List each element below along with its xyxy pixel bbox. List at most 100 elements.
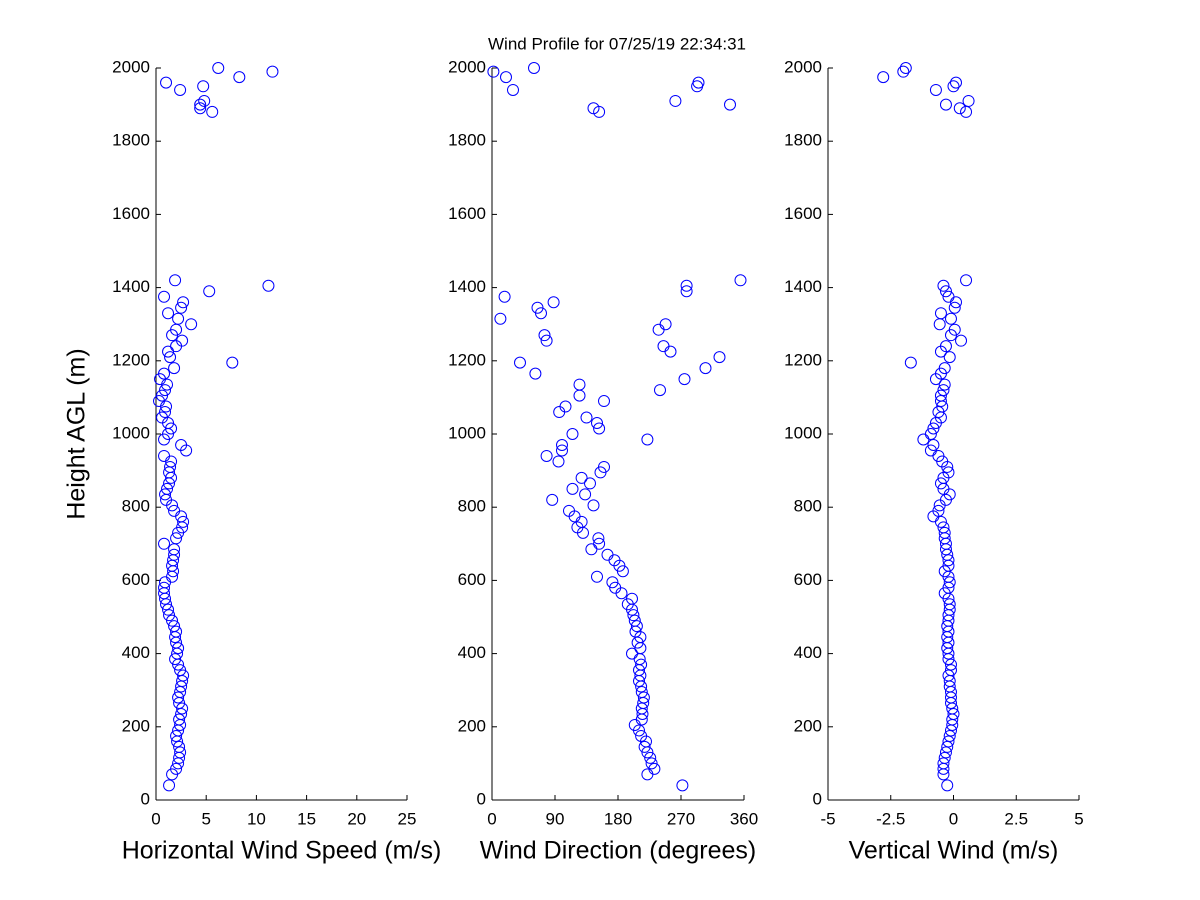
point	[177, 515, 190, 528]
point	[924, 444, 937, 457]
point	[158, 537, 171, 550]
y-tick-label: 600	[122, 570, 150, 589]
y-tick-label: 1000	[448, 423, 486, 442]
point	[266, 65, 279, 78]
point	[939, 98, 952, 111]
point	[734, 274, 747, 287]
point	[580, 411, 593, 424]
x-tick-label: 90	[546, 809, 565, 828]
point	[487, 65, 500, 78]
y-tick-label: 400	[458, 643, 486, 662]
point	[174, 664, 187, 677]
x-tick-label: 5	[1074, 809, 1083, 828]
point	[648, 762, 661, 775]
point	[942, 290, 955, 303]
point	[953, 102, 966, 115]
point	[904, 356, 917, 369]
y-tick-label: 200	[122, 716, 150, 735]
x-axis-label: Vertical Wind (m/s)	[849, 837, 1059, 865]
point	[159, 406, 172, 419]
figure-title: Wind Profile for 07/25/19 22:34:31	[488, 34, 746, 53]
y-tick-label: 0	[813, 789, 822, 808]
point	[942, 466, 955, 479]
point	[678, 373, 691, 386]
point	[680, 279, 693, 292]
point	[507, 83, 519, 96]
x-axis-label: Horizontal Wind Speed (m/s)	[122, 837, 442, 865]
point	[158, 581, 171, 594]
point	[203, 285, 216, 298]
point	[175, 438, 188, 451]
x-tick-label: 15	[297, 809, 316, 828]
point	[547, 296, 560, 309]
y-tick-label: 800	[122, 497, 150, 516]
point	[955, 334, 968, 347]
point	[601, 548, 614, 561]
point	[573, 378, 586, 391]
point	[941, 740, 954, 753]
y-tick-label: 1200	[448, 350, 486, 369]
point	[170, 532, 183, 545]
y-tick-label: 1800	[784, 131, 822, 150]
point	[960, 105, 973, 118]
point	[197, 80, 210, 93]
y-tick-label: 200	[458, 716, 486, 735]
point	[162, 345, 175, 358]
point	[927, 438, 940, 451]
y-tick-label: 1400	[112, 277, 150, 296]
y-tick-label: 1800	[448, 131, 486, 150]
point	[942, 735, 955, 748]
point	[206, 105, 219, 118]
point	[587, 102, 600, 115]
x-axis-label: Wind Direction (degrees)	[480, 837, 757, 865]
y-tick-label: 400	[794, 643, 822, 662]
x-tick-label: -2.5	[876, 809, 905, 828]
point	[172, 642, 185, 655]
point	[172, 312, 185, 325]
point	[699, 362, 712, 375]
point	[556, 444, 568, 457]
point	[942, 669, 955, 682]
point	[262, 279, 275, 292]
point	[175, 301, 188, 314]
point	[528, 62, 540, 74]
point	[177, 669, 190, 682]
y-tick-label: 800	[458, 497, 486, 516]
y-tick-label: 1400	[784, 277, 822, 296]
x-tick-label: 20	[347, 809, 366, 828]
point	[529, 367, 542, 380]
point	[943, 351, 956, 364]
x-tick-label: 0	[151, 809, 160, 828]
point	[938, 362, 951, 375]
point	[637, 691, 650, 704]
point	[185, 318, 198, 331]
point	[960, 274, 973, 287]
y-tick-label: 1200	[112, 350, 150, 369]
point	[657, 340, 670, 353]
point	[944, 664, 957, 677]
point	[606, 576, 619, 589]
point	[635, 729, 648, 742]
point	[943, 598, 956, 611]
point	[934, 395, 947, 408]
point	[566, 428, 579, 440]
y-tick-label: 1600	[784, 204, 822, 223]
point	[943, 576, 956, 589]
point	[932, 504, 945, 517]
point	[598, 395, 610, 408]
point	[937, 384, 950, 397]
point	[168, 362, 181, 375]
point	[540, 334, 553, 347]
point	[158, 290, 171, 303]
point	[680, 285, 693, 298]
point	[962, 94, 975, 107]
point	[500, 71, 512, 84]
point	[168, 620, 181, 633]
point	[168, 504, 181, 517]
point	[162, 603, 175, 616]
point	[161, 482, 174, 495]
point	[160, 76, 173, 89]
point	[654, 384, 666, 397]
point	[950, 76, 963, 89]
